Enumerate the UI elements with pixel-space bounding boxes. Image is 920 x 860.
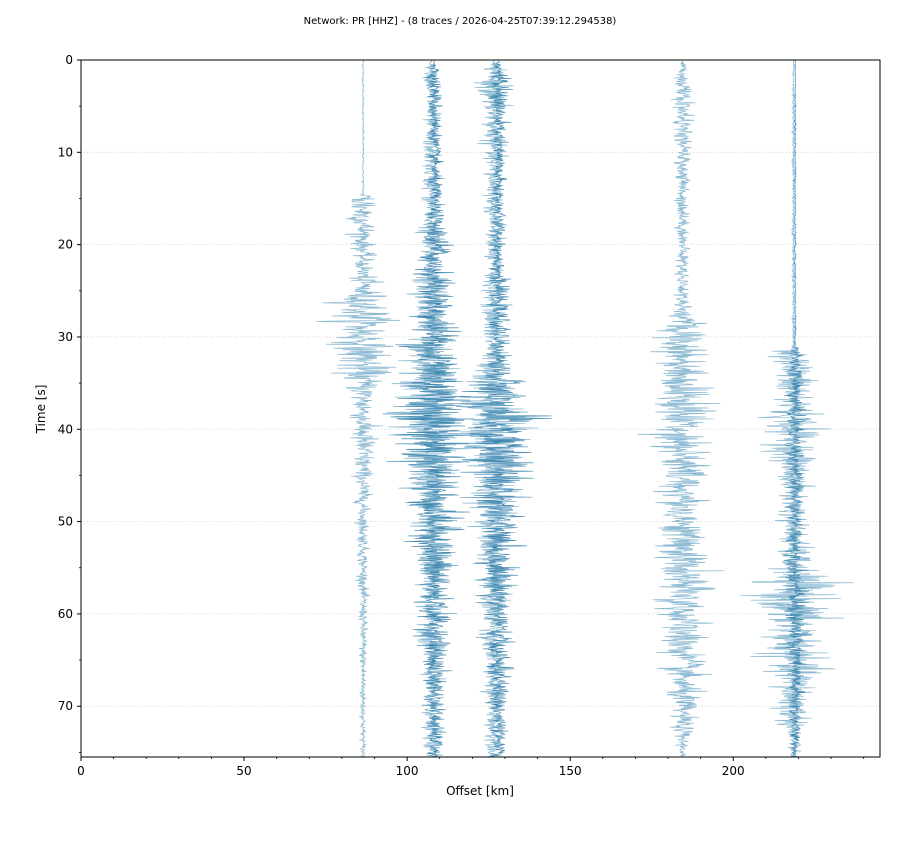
y-tick-label: 40 bbox=[58, 422, 73, 436]
x-tick-label: 100 bbox=[396, 764, 419, 778]
y-axis: 0 10 20 30 40 50 60 70 bbox=[58, 53, 81, 753]
seismic-trace-3 bbox=[382, 59, 487, 758]
y-axis-label: Time [s] bbox=[34, 385, 48, 435]
x-tick-label: 50 bbox=[236, 764, 251, 778]
seismic-trace-5 bbox=[448, 59, 552, 758]
x-tick-label: 150 bbox=[559, 764, 582, 778]
trace-group bbox=[316, 59, 854, 758]
y-tick-label: 70 bbox=[58, 699, 73, 713]
y-tick-label: 50 bbox=[58, 515, 73, 529]
seismic-trace-6 bbox=[637, 59, 725, 758]
seismic-trace-1 bbox=[316, 59, 401, 758]
seismic-trace-8 bbox=[783, 59, 812, 758]
grid-lines bbox=[81, 151, 880, 707]
y-tick-label: 0 bbox=[65, 53, 73, 67]
y-tick-label: 60 bbox=[58, 607, 73, 621]
x-axis: 0 50 100 150 200 bbox=[77, 757, 865, 778]
y-tick-label: 20 bbox=[58, 238, 73, 252]
x-tick-label: 0 bbox=[77, 764, 85, 778]
x-tick-label: 200 bbox=[722, 764, 745, 778]
x-axis-label: Offset [km] bbox=[446, 784, 514, 798]
plot-frame bbox=[80, 59, 881, 758]
y-tick-label: 30 bbox=[58, 330, 73, 344]
chart-title: Network: PR [HHZ] - (8 traces / 2026-04-… bbox=[304, 16, 617, 27]
y-tick-label: 10 bbox=[58, 145, 73, 159]
seismic-trace-4 bbox=[443, 59, 539, 758]
